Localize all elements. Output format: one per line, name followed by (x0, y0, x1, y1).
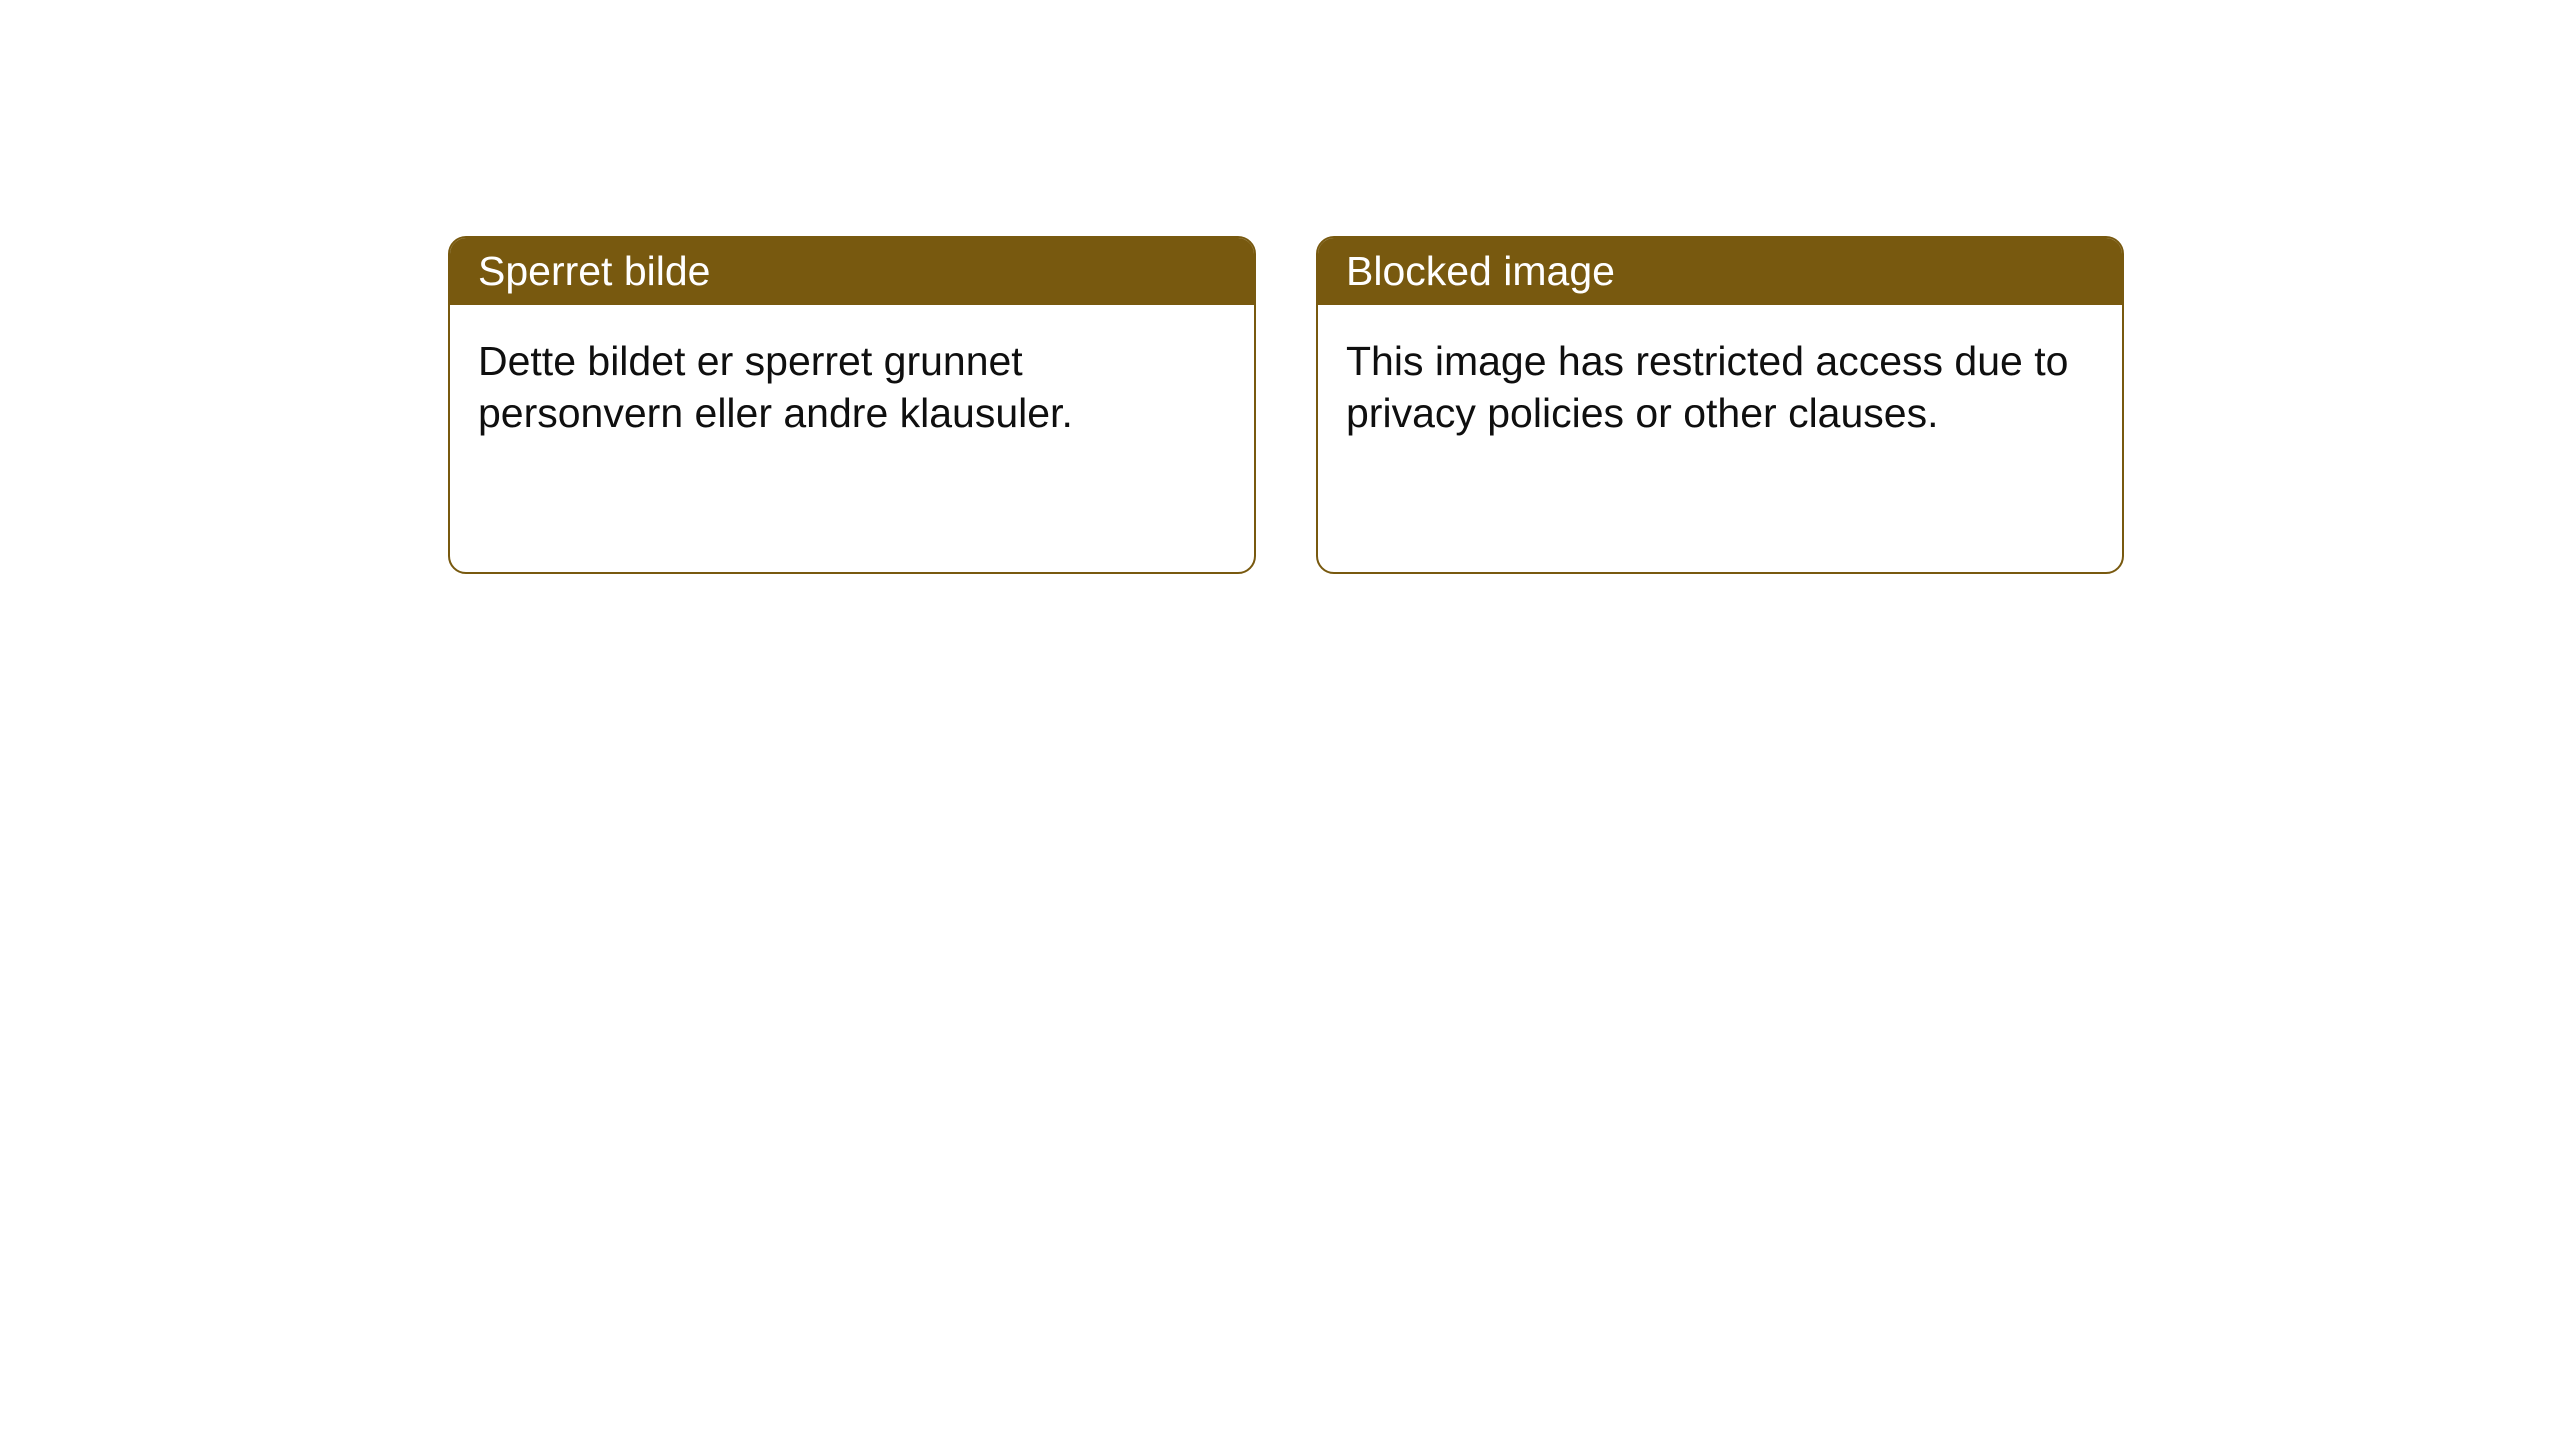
notice-body-english: This image has restricted access due to … (1318, 305, 2122, 470)
notice-title-norwegian: Sperret bilde (450, 238, 1254, 305)
notice-container: Sperret bilde Dette bildet er sperret gr… (0, 0, 2560, 574)
notice-title-english: Blocked image (1318, 238, 2122, 305)
notice-card-norwegian: Sperret bilde Dette bildet er sperret gr… (448, 236, 1256, 574)
notice-body-norwegian: Dette bildet er sperret grunnet personve… (450, 305, 1254, 470)
notice-card-english: Blocked image This image has restricted … (1316, 236, 2124, 574)
